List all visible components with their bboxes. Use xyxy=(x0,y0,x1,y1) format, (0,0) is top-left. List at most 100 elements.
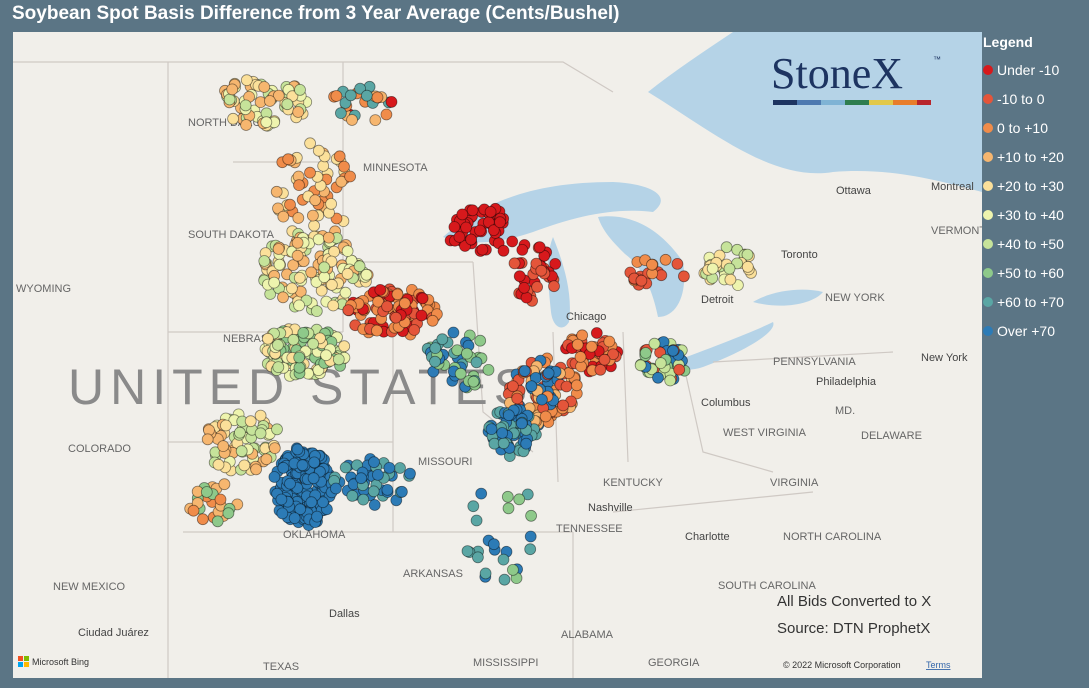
legend-label: 0 to +10 xyxy=(997,119,1048,136)
bid-dot xyxy=(467,500,480,513)
bid-dot xyxy=(525,509,537,522)
bid-dot xyxy=(332,353,345,366)
bid-dot xyxy=(355,472,368,485)
bid-dot xyxy=(485,423,498,436)
bid-dot xyxy=(371,91,384,104)
bid-dot xyxy=(516,243,529,256)
bid-dot xyxy=(357,493,370,506)
bid-dot xyxy=(260,453,273,466)
bid-dot xyxy=(258,255,271,267)
map-label: NEW YORK xyxy=(825,292,885,304)
bid-dot xyxy=(260,116,273,129)
bid-dot xyxy=(334,107,347,119)
bid-dot xyxy=(520,437,533,450)
bid-dot xyxy=(521,488,534,501)
bid-dot xyxy=(360,89,373,102)
bid-dot xyxy=(285,282,298,295)
map-label: SOUTH DAKOTA xyxy=(188,229,275,241)
bid-dot xyxy=(312,233,325,246)
legend-item[interactable]: +60 to +70 xyxy=(983,287,1064,316)
legend-swatch xyxy=(983,296,993,307)
bid-dot xyxy=(304,137,317,150)
bid-dot xyxy=(470,514,483,527)
bid-dot xyxy=(292,212,305,224)
bid-dot xyxy=(369,114,382,126)
bid-dot xyxy=(607,348,619,361)
map-label: Ciudad Juárez xyxy=(78,627,149,639)
bid-dot xyxy=(525,380,538,393)
legend-item[interactable]: +40 to +50 xyxy=(983,229,1064,258)
bid-dot xyxy=(339,286,352,299)
bid-dot xyxy=(652,371,664,384)
bid-dot xyxy=(311,510,323,523)
legend-item[interactable]: +30 to +40 xyxy=(983,200,1064,229)
legend-item[interactable]: Under -10 xyxy=(983,55,1064,84)
bid-dot xyxy=(233,426,246,439)
bid-dot xyxy=(293,351,306,364)
bid-dot xyxy=(487,538,500,551)
bid-dot xyxy=(304,166,316,179)
bid-dot xyxy=(322,231,335,244)
legend-swatch xyxy=(983,209,993,220)
terms-link[interactable]: Terms xyxy=(926,660,951,670)
bid-dot xyxy=(475,487,488,500)
map-label: Toronto xyxy=(781,249,818,261)
bid-dot xyxy=(277,461,290,474)
bid-dot xyxy=(268,276,281,289)
bid-dot xyxy=(273,258,286,271)
legend-item[interactable]: +50 to +60 xyxy=(983,258,1064,287)
bid-dot xyxy=(502,409,515,422)
bid-dot xyxy=(284,198,296,211)
logo-mark: ™ xyxy=(933,55,941,64)
legend-item[interactable]: +20 to +30 xyxy=(983,171,1064,200)
bid-dot xyxy=(342,304,355,317)
bid-dot xyxy=(239,99,252,112)
legend-label: +20 to +30 xyxy=(997,177,1064,194)
bid-dot xyxy=(497,553,510,566)
legend-label: +50 to +60 xyxy=(997,264,1064,281)
bid-dot xyxy=(360,268,373,281)
bid-dot xyxy=(460,347,473,360)
bid-dot xyxy=(482,363,495,376)
bid-dot xyxy=(286,90,299,103)
map-label: NEW MEXICO xyxy=(53,581,126,593)
map-label: Philadelphia xyxy=(816,376,877,388)
bid-dot xyxy=(484,205,497,218)
bid-dot xyxy=(603,335,616,348)
bid-dot xyxy=(470,356,483,369)
bid-dot xyxy=(535,264,548,277)
bid-dot xyxy=(741,260,754,273)
bid-dot xyxy=(293,361,306,374)
bid-dot xyxy=(335,175,348,188)
map-label: VERMONT xyxy=(931,225,982,237)
bid-dot xyxy=(318,261,331,274)
bid-dot xyxy=(557,399,569,412)
bid-dot xyxy=(476,243,489,256)
legend-label: +40 to +50 xyxy=(997,235,1064,252)
map-label: ALABAMA xyxy=(561,629,614,641)
map-label: MINNESOTA xyxy=(363,162,428,174)
bid-dot xyxy=(487,224,500,237)
bid-dot xyxy=(211,515,224,528)
legend-item[interactable]: 0 to +10 xyxy=(983,113,1064,142)
legend-item[interactable]: +10 to +20 xyxy=(983,142,1064,171)
map-label: MISSOURI xyxy=(418,456,472,468)
bid-dot xyxy=(254,409,267,422)
legend-title: Legend xyxy=(983,34,1033,50)
map-label: VIRGINIA xyxy=(770,477,819,489)
bid-dot xyxy=(270,185,283,198)
bid-dot xyxy=(294,503,307,516)
map-label: New York xyxy=(921,352,968,364)
map-label: Ottawa xyxy=(836,185,872,197)
bid-dot xyxy=(539,410,552,423)
bid-dot xyxy=(465,233,478,246)
legend-swatch xyxy=(983,267,993,278)
legend-item[interactable]: -10 to 0 xyxy=(983,84,1064,113)
legend-item[interactable]: Over +70 xyxy=(983,316,1064,345)
bid-dot xyxy=(292,106,305,118)
bid-dot xyxy=(479,567,492,580)
bid-dot xyxy=(408,324,421,336)
legend-label: +60 to +70 xyxy=(997,293,1064,310)
bid-dot xyxy=(576,329,589,342)
